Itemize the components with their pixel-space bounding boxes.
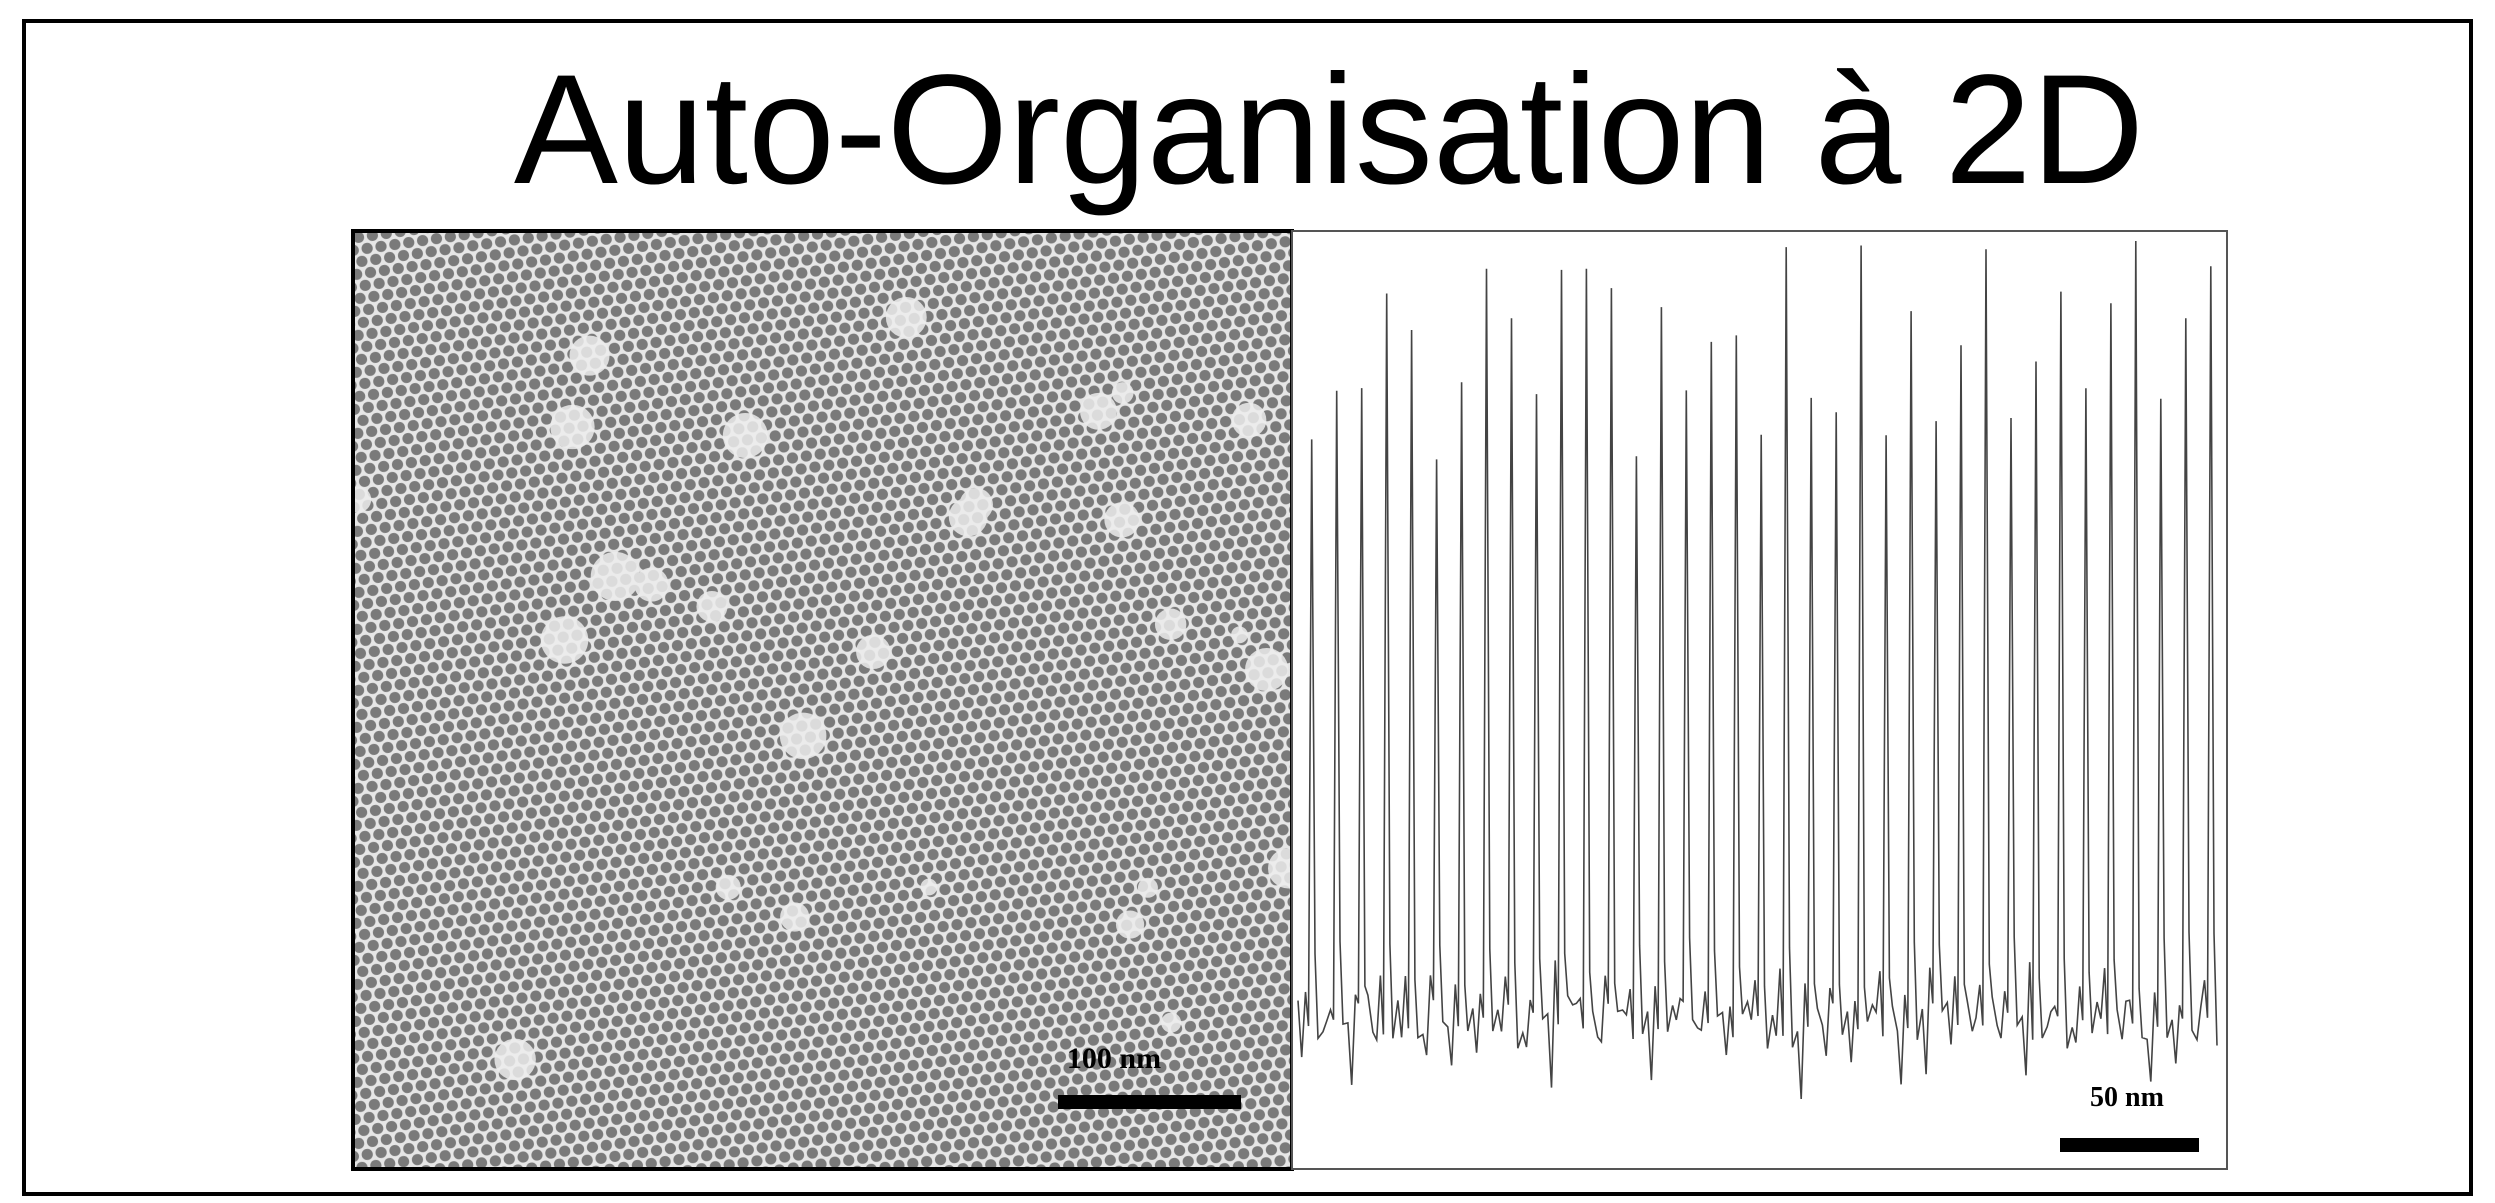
defect-spot — [1138, 878, 1158, 898]
scale-bar-label: 100 nm — [1067, 1042, 1161, 1075]
slide-title: Auto-Organisation à 2D — [514, 43, 2144, 217]
defect-spot — [723, 413, 768, 458]
defect-spot — [780, 713, 827, 760]
defect-spot — [550, 405, 594, 449]
defect-spot — [1116, 910, 1144, 938]
defect-spot — [1080, 393, 1117, 430]
defect-spot — [1231, 626, 1248, 643]
defect-spot — [569, 336, 609, 376]
scale-bar — [2060, 1138, 2199, 1152]
defect-spot — [716, 875, 741, 900]
defect-spot — [591, 552, 640, 601]
defect-spot — [921, 879, 938, 896]
defect-spot — [1112, 382, 1134, 404]
defect-spot — [1232, 403, 1267, 438]
scale-bar-label: 50 nm — [2090, 1082, 2164, 1113]
defect-spot — [634, 568, 668, 602]
page: Auto-Organisation à 2D 100 nm 50 nm (() … — [0, 0, 2495, 1203]
defect-spot — [780, 902, 809, 931]
tem-image — [345, 231, 1308, 1169]
defect-spot — [959, 488, 993, 522]
slide: Auto-Organisation à 2D 100 nm 50 nm — [0, 0, 2495, 1203]
defect-spot — [1104, 502, 1139, 537]
scale-bar — [1058, 1095, 1241, 1109]
defect-spot — [886, 297, 927, 338]
defect-spot — [494, 1039, 535, 1080]
defect-spot — [541, 616, 588, 663]
defect-spot — [1245, 648, 1288, 691]
defect-spot — [696, 591, 727, 622]
defect-spot — [856, 635, 890, 669]
defect-spot — [1161, 1013, 1181, 1033]
defect-spot — [1155, 609, 1186, 640]
